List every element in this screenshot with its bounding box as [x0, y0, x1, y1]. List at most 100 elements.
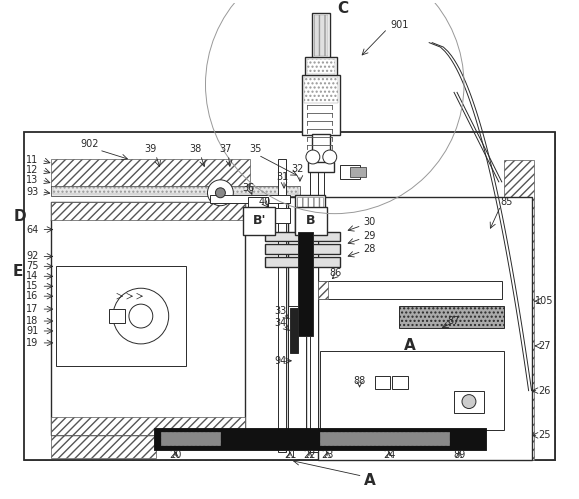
Bar — [295, 195, 325, 233]
Bar — [504, 160, 534, 460]
Bar — [109, 309, 125, 323]
Bar — [295, 207, 327, 235]
Text: 19: 19 — [26, 338, 38, 348]
Text: B': B' — [252, 214, 266, 227]
Bar — [340, 165, 360, 179]
Bar — [288, 197, 306, 445]
Text: 29: 29 — [364, 231, 376, 241]
Bar — [312, 13, 330, 57]
Circle shape — [306, 150, 320, 164]
Text: 20: 20 — [170, 450, 182, 460]
Text: 26: 26 — [538, 386, 551, 396]
Text: 25: 25 — [538, 430, 551, 441]
Bar — [318, 281, 328, 299]
Bar — [24, 132, 555, 460]
Bar — [310, 159, 318, 452]
Bar — [290, 308, 298, 353]
Bar — [314, 15, 328, 55]
Text: 87: 87 — [448, 316, 460, 326]
Text: 94: 94 — [274, 356, 286, 366]
Text: 11: 11 — [26, 155, 38, 165]
Text: 32: 32 — [292, 164, 304, 174]
Bar — [52, 202, 245, 435]
Text: 22: 22 — [303, 450, 316, 460]
Bar — [52, 418, 245, 435]
Text: 37: 37 — [219, 144, 232, 154]
Text: A: A — [364, 473, 375, 488]
Circle shape — [113, 288, 168, 344]
Bar — [53, 187, 298, 194]
Bar — [291, 197, 303, 445]
Text: 24: 24 — [383, 450, 395, 460]
Bar — [350, 167, 365, 177]
Text: 15: 15 — [26, 281, 38, 291]
Bar — [156, 431, 484, 448]
Bar — [278, 159, 286, 452]
Bar — [305, 56, 337, 76]
Text: 75: 75 — [26, 261, 38, 271]
Bar — [400, 306, 504, 328]
Text: 14: 14 — [26, 271, 38, 281]
Bar — [52, 431, 156, 458]
Bar — [243, 207, 275, 235]
Circle shape — [129, 304, 153, 328]
Circle shape — [215, 188, 225, 198]
Bar — [24, 132, 52, 460]
Text: B: B — [306, 214, 316, 227]
Bar — [304, 77, 338, 103]
Text: 901: 901 — [390, 20, 409, 30]
Text: D: D — [13, 209, 26, 224]
Text: 33: 33 — [274, 306, 286, 316]
Text: 28: 28 — [364, 245, 376, 254]
Text: 40: 40 — [259, 197, 272, 207]
Bar — [312, 134, 330, 164]
Bar — [375, 376, 390, 389]
Bar — [56, 266, 186, 366]
Text: 12: 12 — [26, 165, 38, 175]
Text: 86: 86 — [329, 268, 342, 278]
Bar — [52, 401, 156, 431]
Bar — [265, 245, 340, 254]
Bar — [454, 391, 484, 413]
Text: 91: 91 — [26, 326, 38, 336]
Text: 105: 105 — [535, 296, 554, 306]
Bar — [393, 376, 408, 389]
Bar — [318, 281, 502, 299]
Text: 64: 64 — [26, 225, 38, 235]
Bar — [308, 162, 334, 172]
Bar — [24, 433, 555, 460]
Circle shape — [323, 150, 337, 164]
Text: C: C — [337, 1, 348, 16]
Text: 30: 30 — [364, 217, 376, 227]
Text: 93: 93 — [26, 187, 38, 197]
Text: 38: 38 — [189, 144, 201, 154]
Bar — [268, 208, 290, 223]
Circle shape — [462, 395, 476, 409]
Text: 85: 85 — [501, 197, 513, 207]
Text: 17: 17 — [26, 304, 38, 314]
Bar — [161, 433, 221, 445]
Bar — [298, 232, 313, 336]
Text: 23: 23 — [321, 450, 334, 460]
Text: 89: 89 — [453, 450, 465, 460]
Bar — [527, 132, 555, 460]
Bar — [307, 58, 335, 74]
Circle shape — [207, 180, 233, 206]
Text: E: E — [12, 264, 23, 279]
Bar — [24, 433, 555, 460]
Text: 18: 18 — [26, 316, 38, 326]
Text: 31: 31 — [276, 172, 288, 182]
Text: 92: 92 — [26, 251, 38, 261]
Bar — [265, 257, 340, 267]
Text: 39: 39 — [145, 144, 157, 154]
Bar — [52, 202, 245, 220]
Bar — [320, 433, 449, 445]
Bar — [297, 197, 323, 231]
Bar — [288, 306, 306, 431]
Bar — [52, 186, 300, 196]
Bar — [24, 132, 555, 160]
Text: 88: 88 — [353, 376, 366, 386]
Text: 35: 35 — [249, 144, 261, 154]
Text: A: A — [404, 338, 415, 353]
Text: 902: 902 — [80, 139, 98, 149]
